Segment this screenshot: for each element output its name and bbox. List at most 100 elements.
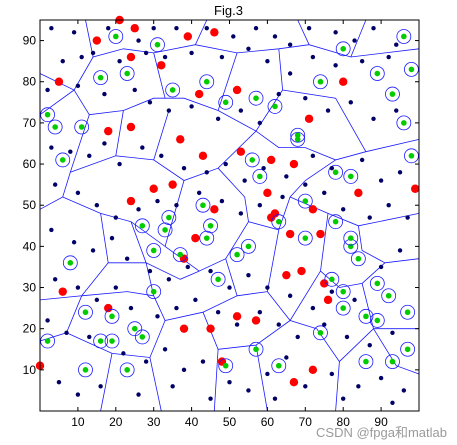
red-point — [316, 229, 325, 239]
navy-point — [378, 375, 384, 381]
navy-point — [136, 38, 141, 43]
navy-point — [246, 272, 251, 278]
y-tick-label: 50 — [23, 198, 37, 212]
navy-point — [166, 277, 172, 282]
coverage-circle — [271, 358, 287, 374]
coverage-circle — [104, 308, 120, 324]
red-point — [289, 159, 299, 169]
coverage-circle — [62, 255, 78, 271]
navy-point — [371, 116, 376, 121]
navy-point — [204, 26, 209, 31]
green-point — [124, 367, 130, 373]
green-point — [389, 358, 396, 365]
navy-point — [75, 190, 81, 196]
navy-point — [75, 392, 81, 397]
red-point — [194, 89, 204, 99]
red-point — [210, 205, 219, 214]
navy-point — [102, 91, 107, 97]
coverage-circle — [252, 168, 268, 184]
navy-point — [242, 178, 247, 183]
coverage-circle — [369, 66, 385, 81]
navy-point — [227, 285, 232, 290]
cell-edge — [85, 19, 94, 58]
red-point — [232, 312, 242, 321]
navy-point — [284, 174, 289, 179]
navy-point — [310, 153, 316, 159]
green-point — [222, 362, 229, 369]
navy-point — [265, 371, 270, 377]
navy-point — [265, 58, 270, 64]
green-point — [249, 157, 256, 163]
coverage-circle — [404, 61, 419, 77]
green-point — [294, 136, 301, 143]
green-point — [408, 66, 415, 73]
green-point — [363, 358, 369, 365]
green-point — [44, 111, 51, 118]
green-point — [124, 70, 130, 77]
green-point — [272, 103, 278, 110]
red-point — [176, 135, 185, 144]
navy-point — [329, 289, 335, 294]
red-point — [266, 213, 276, 222]
coverage-circle — [55, 152, 71, 168]
navy-point — [303, 384, 308, 389]
navy-point — [329, 165, 335, 171]
cell-edge — [316, 328, 374, 363]
cell-edge — [282, 89, 367, 152]
green-point — [257, 173, 263, 180]
navy-point — [257, 120, 263, 126]
green-point — [404, 346, 411, 353]
green-point — [52, 124, 58, 130]
navy-point — [223, 161, 228, 167]
navy-point — [79, 54, 84, 60]
coverage-circle — [157, 222, 173, 238]
navy-point — [287, 293, 293, 298]
coverage-circle — [165, 82, 181, 98]
coverage-circle — [199, 74, 215, 90]
navy-point — [352, 297, 357, 303]
y-tick-label: 40 — [23, 239, 37, 253]
coverage-circle — [108, 29, 124, 44]
coverage-circle — [93, 333, 109, 349]
green-point — [374, 70, 381, 77]
navy-point — [117, 161, 122, 167]
navy-point — [109, 235, 115, 241]
red-point — [92, 36, 102, 45]
coverage-circle — [400, 341, 416, 357]
coverage-circle — [313, 325, 328, 341]
navy-point — [261, 165, 266, 171]
coverage-circle — [161, 210, 177, 225]
y-tick-label: 90 — [23, 34, 37, 48]
red-point — [411, 184, 420, 193]
green-point — [97, 74, 104, 81]
navy-point — [257, 203, 263, 208]
watermark: CSDN @fpga和matlab — [316, 425, 447, 440]
green-point — [302, 198, 309, 204]
green-point — [340, 305, 347, 311]
navy-point — [231, 34, 236, 39]
red-point — [308, 205, 318, 214]
cell-edge — [217, 167, 249, 222]
green-point — [355, 255, 362, 262]
cell-edge — [73, 44, 420, 91]
navy-point — [143, 359, 149, 364]
navy-point — [143, 50, 149, 56]
green-point — [408, 153, 415, 159]
navy-point — [49, 26, 54, 31]
cell-edge — [39, 114, 90, 210]
red-point — [210, 28, 219, 37]
coverage-circle — [104, 333, 120, 349]
green-point — [347, 173, 354, 180]
navy-point — [394, 42, 399, 47]
coverage-circle — [400, 304, 416, 320]
navy-point — [136, 392, 141, 397]
navy-point — [94, 203, 100, 208]
x-tick-label: 70 — [299, 415, 313, 429]
navy-point — [185, 264, 191, 270]
cell-edge — [225, 258, 238, 296]
navy-point — [348, 100, 353, 105]
coverage-circle — [290, 127, 306, 143]
navy-point — [98, 384, 103, 389]
green-point — [97, 338, 104, 344]
coverage-circle — [328, 214, 344, 230]
